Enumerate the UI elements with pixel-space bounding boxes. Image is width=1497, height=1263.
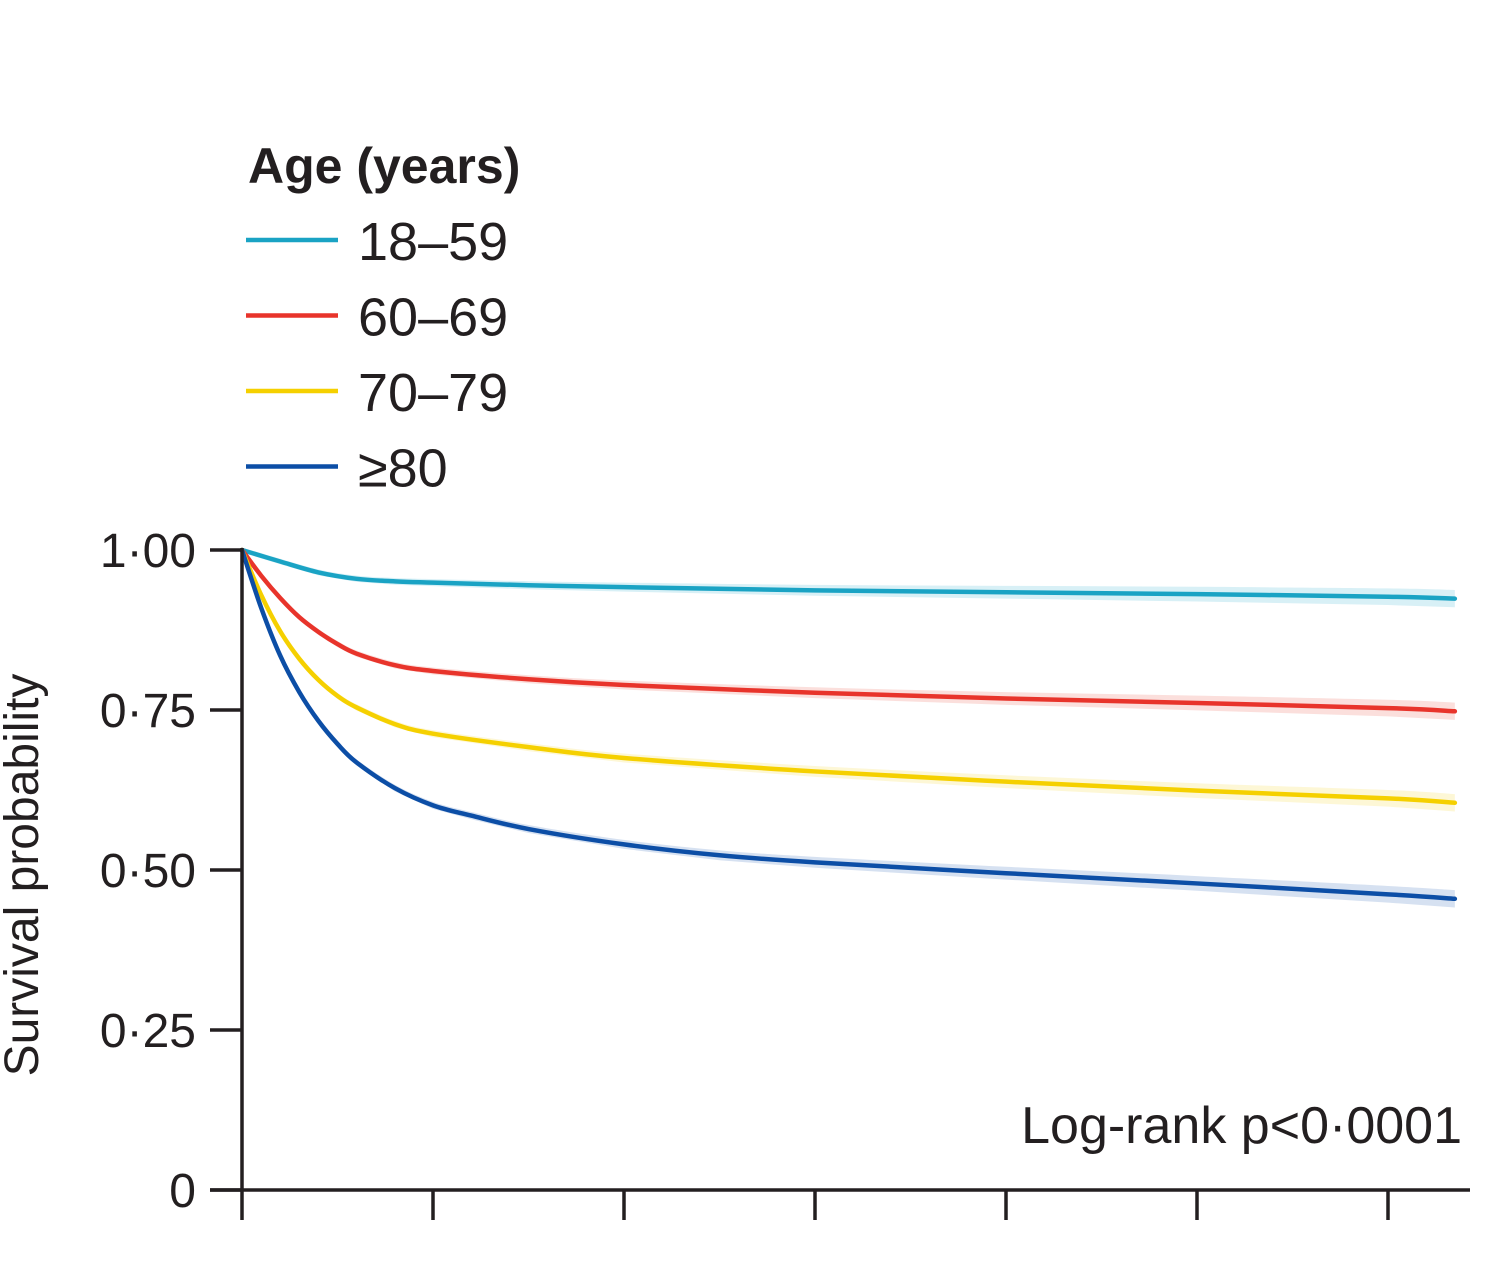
series-line xyxy=(239,547,1458,601)
y-tick-label: 0 xyxy=(169,1165,196,1218)
legend-label: 18–59 xyxy=(358,212,508,272)
y-tick-label: 0·75 xyxy=(100,685,196,738)
y-tick-label: 0·50 xyxy=(100,845,196,898)
legend-items: 18–59 60–69 70–79 ≥80 xyxy=(246,212,508,499)
x-ticks xyxy=(240,1190,1390,1220)
axes: 0 0·25 0·50 0·75 1·00 xyxy=(100,525,1470,1220)
confidence-band xyxy=(242,547,1455,720)
series-line xyxy=(239,547,1458,714)
legend-title: Age (years) xyxy=(248,138,520,194)
confidence-band xyxy=(242,547,1455,608)
y-ticks: 0 0·25 0·50 0·75 1·00 xyxy=(100,525,242,1218)
series-line xyxy=(239,547,1458,902)
y-tick-label: 0·25 xyxy=(100,1005,196,1058)
legend: Age (years) 18–59 60–69 70–79 ≥80 xyxy=(246,138,520,499)
y-tick-label: 1·00 xyxy=(100,525,196,578)
y-axis-label: Survival probability xyxy=(0,674,49,1077)
series-layer xyxy=(239,547,1458,908)
confidence-band xyxy=(242,547,1455,812)
legend-label: 70–79 xyxy=(358,363,508,423)
legend-label: ≥80 xyxy=(358,439,448,499)
log-rank-annotation: Log-rank p<0·0001 xyxy=(1021,1097,1462,1155)
series-line xyxy=(239,547,1458,806)
legend-label: 60–69 xyxy=(358,288,508,348)
